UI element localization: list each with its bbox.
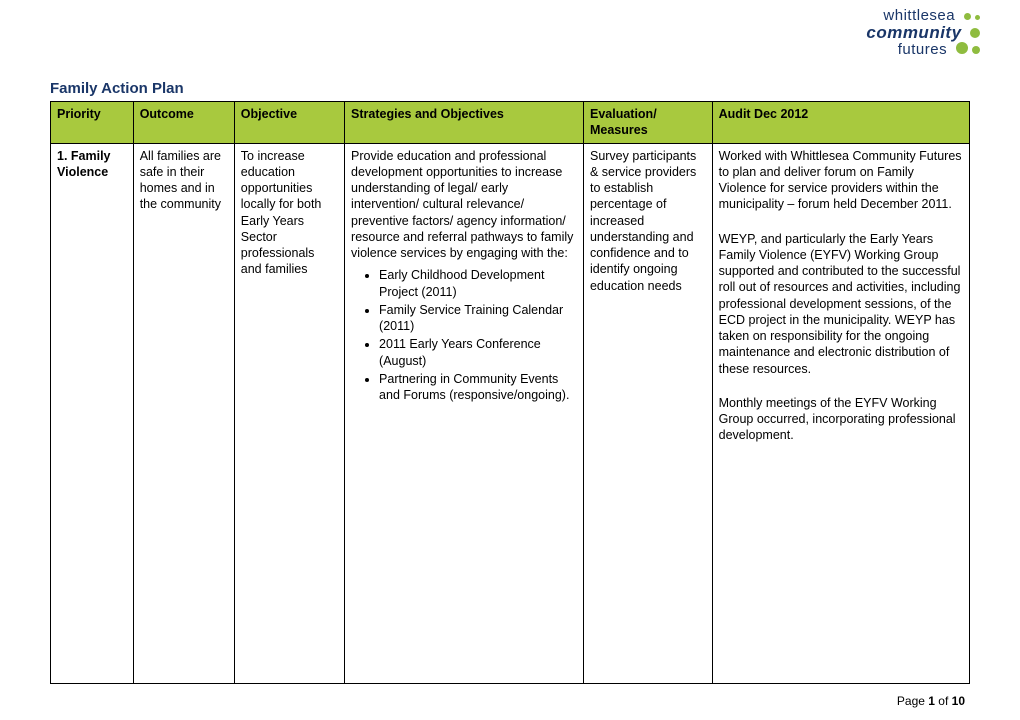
logo: whittlesea community futures xyxy=(866,8,980,58)
header-priority: Priority xyxy=(51,102,134,144)
footer-current: 1 xyxy=(928,694,935,708)
header-objective: Objective xyxy=(234,102,344,144)
logo-bubbles-mid xyxy=(970,26,980,42)
header-outcome: Outcome xyxy=(133,102,234,144)
cell-objective: To increase education opportunities loca… xyxy=(234,143,344,683)
logo-line2: community xyxy=(866,23,961,42)
footer-prefix: Page xyxy=(897,694,928,708)
header-evaluation-line2: Measures xyxy=(590,123,648,137)
page-footer: Page 1 of 10 xyxy=(897,694,965,708)
list-item: 2011 Early Years Conference (August) xyxy=(379,336,577,369)
header-audit: Audit Dec 2012 xyxy=(712,102,969,144)
strategies-intro: Provide education and professional devel… xyxy=(351,148,577,262)
header-evaluation-line1: Evaluation/ xyxy=(590,107,657,121)
footer-of: of xyxy=(935,694,952,708)
audit-para-1: Worked with Whittlesea Community Futures… xyxy=(719,148,963,213)
cell-priority: 1. Family Violence xyxy=(51,143,134,683)
cell-audit: Worked with Whittlesea Community Futures… xyxy=(712,143,969,683)
page-title: Family Action Plan xyxy=(50,80,970,97)
list-item: Family Service Training Calendar (2011) xyxy=(379,302,577,335)
footer-total: 10 xyxy=(952,694,965,708)
audit-para-2: WEYP, and particularly the Early Years F… xyxy=(719,231,963,377)
logo-line1: whittlesea xyxy=(883,7,955,24)
list-item: Partnering in Community Events and Forum… xyxy=(379,371,577,404)
cell-strategies: Provide education and professional devel… xyxy=(345,143,584,683)
table-row: 1. Family Violence All families are safe… xyxy=(51,143,970,683)
audit-para-3: Monthly meetings of the EYFV Working Gro… xyxy=(719,395,963,444)
table-header-row: Priority Outcome Objective Strategies an… xyxy=(51,102,970,144)
logo-bubbles-bot xyxy=(956,42,980,58)
header-strategies: Strategies and Objectives xyxy=(345,102,584,144)
strategies-list: Early Childhood Development Project (201… xyxy=(351,267,577,403)
logo-line3: futures xyxy=(898,41,947,58)
priority-text: 1. Family Violence xyxy=(57,149,111,179)
action-plan-table: Priority Outcome Objective Strategies an… xyxy=(50,101,970,684)
cell-outcome: All families are safe in their homes and… xyxy=(133,143,234,683)
cell-evaluation: Survey participants & service providers … xyxy=(583,143,712,683)
header-evaluation: Evaluation/ Measures xyxy=(583,102,712,144)
logo-bubbles-top xyxy=(964,8,980,24)
list-item: Early Childhood Development Project (201… xyxy=(379,267,577,300)
